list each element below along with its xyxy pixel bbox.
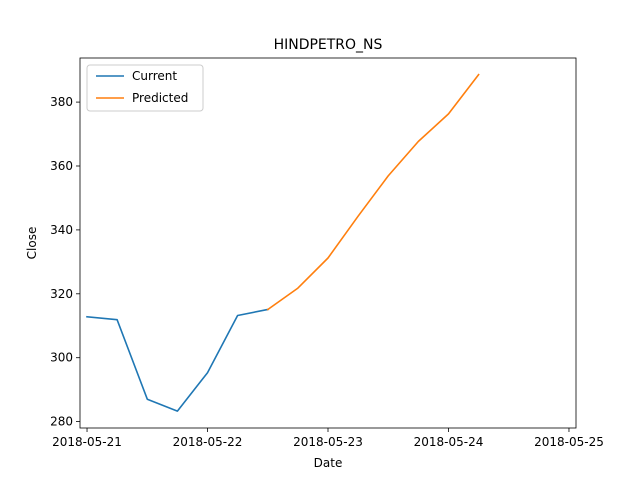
chart-title: HINDPETRO_NS [274,37,383,53]
y-tick-label: 300 [50,351,73,365]
y-axis-label: Close [25,227,39,260]
series-layer [86,73,480,412]
x-tick-label: 2018-05-21 [52,435,122,449]
y-tick-label: 380 [50,95,73,109]
series-line-current [86,308,269,412]
series-line-predicted [266,73,480,311]
x-axis: 2018-05-21 2018-05-22 2018-05-23 2018-05-24… [52,428,604,449]
y-tick-label: 340 [50,223,73,237]
legend: Current Predicted [86,64,204,112]
x-tick-label: 2018-05-23 [293,435,363,449]
y-axis: 280 300 320 340 360 380 [50,95,80,429]
y-tick-label: 280 [50,415,73,429]
y-tick-label: 360 [50,159,73,173]
x-axis-label: Date [314,456,343,470]
legend-label-predicted: Predicted [132,91,188,105]
legend-label-current: Current [132,69,177,83]
x-tick-label: 2018-05-25 [534,435,604,449]
y-tick-label: 320 [50,287,73,301]
x-tick-label: 2018-05-24 [414,435,484,449]
x-tick-label: 2018-05-22 [173,435,243,449]
